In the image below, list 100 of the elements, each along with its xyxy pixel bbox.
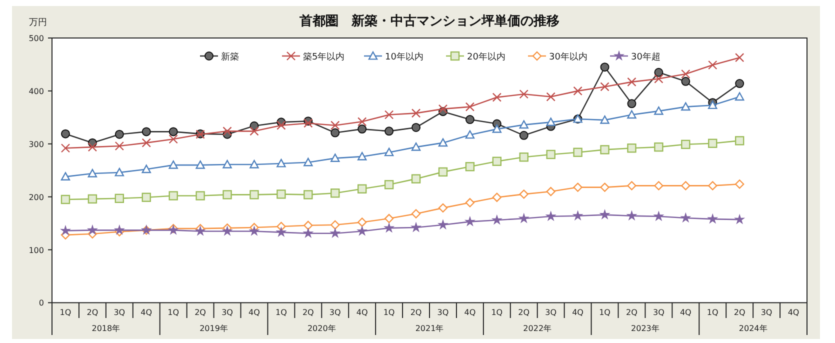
point (60, 194, 70, 204)
y-tick-label: 100 (28, 246, 44, 255)
text: 2023年 (631, 324, 660, 333)
point (168, 127, 178, 136)
x-tick-label: 2Q (86, 308, 98, 317)
point (142, 192, 151, 202)
point (600, 62, 610, 72)
x-tick-label: 4Q (356, 308, 368, 317)
point (519, 213, 529, 223)
point (411, 209, 421, 218)
point (88, 168, 98, 178)
point (600, 115, 610, 124)
point (357, 218, 367, 227)
point (411, 174, 421, 184)
point (438, 104, 448, 114)
point (195, 226, 206, 236)
point (304, 190, 313, 200)
point (60, 226, 70, 235)
point (196, 160, 205, 169)
point (573, 182, 582, 192)
point (627, 110, 636, 119)
text: 2019年 (200, 324, 228, 333)
point (600, 82, 610, 92)
point (114, 130, 124, 139)
point (465, 115, 474, 124)
x-tick-label: 1Q (706, 308, 718, 317)
point (168, 134, 178, 144)
chart-title: 首都圏 新築・中古マンション坪単価の推移 (298, 13, 560, 29)
point (546, 150, 556, 160)
point (492, 215, 502, 224)
point (358, 124, 367, 134)
y-tick-label: 0 (38, 298, 44, 308)
point (546, 211, 556, 221)
x-tick-label: 2Q (734, 308, 746, 317)
point (168, 160, 178, 169)
point (627, 144, 636, 153)
point (60, 172, 70, 181)
point (600, 210, 610, 219)
legend-label: 10年以内 (385, 52, 424, 62)
text: 2022年 (523, 324, 552, 333)
point (412, 122, 421, 132)
point (626, 210, 637, 220)
point (196, 191, 205, 200)
x-tick-label: 3Q (329, 308, 341, 317)
point (114, 168, 124, 176)
point (114, 194, 124, 204)
point (411, 142, 421, 151)
point (249, 226, 260, 236)
point (330, 228, 340, 238)
y-tick-label: 300 (28, 140, 44, 149)
point (438, 203, 448, 213)
x-tick-label: 4Q (140, 308, 152, 317)
point (60, 144, 70, 153)
y-tick-label: 400 (28, 86, 44, 96)
point (114, 225, 124, 234)
point (519, 130, 528, 140)
point (88, 225, 98, 234)
point (330, 220, 340, 230)
point (142, 138, 151, 148)
point (546, 118, 556, 126)
x-tick-label: 3Q (114, 308, 126, 317)
point (304, 158, 313, 166)
point (572, 210, 583, 220)
legend-label: 新築 (221, 52, 239, 62)
point (384, 180, 394, 190)
point (142, 127, 151, 136)
point (276, 120, 286, 130)
point (600, 182, 610, 192)
text: 2024年 (738, 324, 768, 333)
point (546, 186, 556, 196)
point (465, 216, 475, 226)
x-tick-label: 3Q (222, 308, 233, 317)
point (735, 79, 744, 88)
point (734, 136, 744, 146)
point (519, 190, 528, 199)
point (573, 148, 582, 157)
point (114, 141, 124, 151)
point (330, 128, 340, 138)
point (654, 181, 664, 190)
text: 2020年 (307, 324, 336, 333)
point (250, 160, 259, 168)
point (384, 126, 394, 136)
point (492, 92, 502, 102)
point (680, 212, 691, 222)
point (88, 194, 98, 204)
point (654, 106, 664, 115)
x-tick-label: 3Q (437, 308, 449, 317)
point (465, 162, 475, 172)
x-tick-label: 4Q (248, 308, 260, 317)
point (627, 99, 636, 108)
legend-label: 30年以内 (549, 52, 588, 62)
point (734, 214, 744, 224)
point (357, 184, 367, 194)
x-tick-label: 2Q (626, 308, 638, 317)
point (681, 140, 690, 150)
point (411, 108, 421, 118)
point (600, 145, 610, 154)
point (384, 222, 394, 232)
point (681, 181, 690, 190)
point (222, 190, 232, 200)
